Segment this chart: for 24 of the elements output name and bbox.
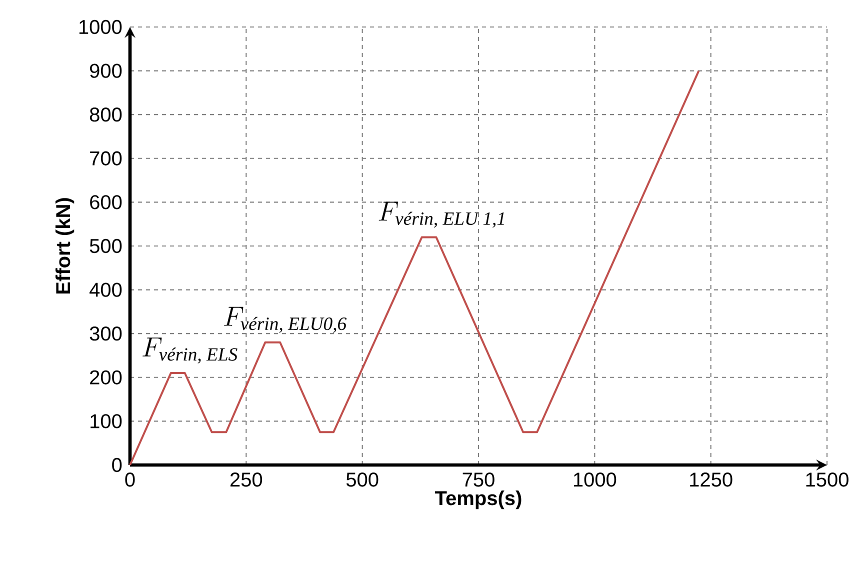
y-tick-label: 200	[90, 370, 122, 384]
line-series	[129, 70, 700, 466]
x-tick-label: 0	[125, 472, 135, 487]
y-tick-label: 600	[90, 195, 122, 210]
y-tick-label: 500	[90, 238, 122, 254]
x-tick-label: 250	[230, 472, 262, 487]
y-tick-label: 700	[90, 151, 122, 166]
x-tick-label: 500	[346, 472, 378, 487]
annotation: $F_{\textit{vérin, ELU0,6}}$	[224, 306, 347, 333]
x-tick-label: 750	[462, 472, 494, 487]
y-tick-label: 0	[112, 458, 122, 472]
y-tick-label: 800	[90, 108, 122, 122]
y-tick-label: 400	[90, 282, 122, 297]
x-axis-title: Temps(s)	[435, 490, 522, 510]
y-axis-title: Effort (kN)	[55, 198, 74, 294]
x-tick-label: 1000	[574, 472, 616, 487]
y-tick-label: 300	[90, 326, 122, 341]
y-tick-label: 900	[90, 64, 122, 78]
x-tick-label: 1500	[806, 472, 848, 487]
y-tick-label: 100	[90, 414, 122, 428]
y-tick-label: 1000	[79, 20, 122, 34]
annotation: $F_{\textit{vérin, ELU 1,1}}$	[378, 202, 504, 228]
annotation: $F_{\textit{vérin, ELS}}$	[142, 338, 238, 364]
x-tick-label: 1250	[690, 472, 732, 487]
